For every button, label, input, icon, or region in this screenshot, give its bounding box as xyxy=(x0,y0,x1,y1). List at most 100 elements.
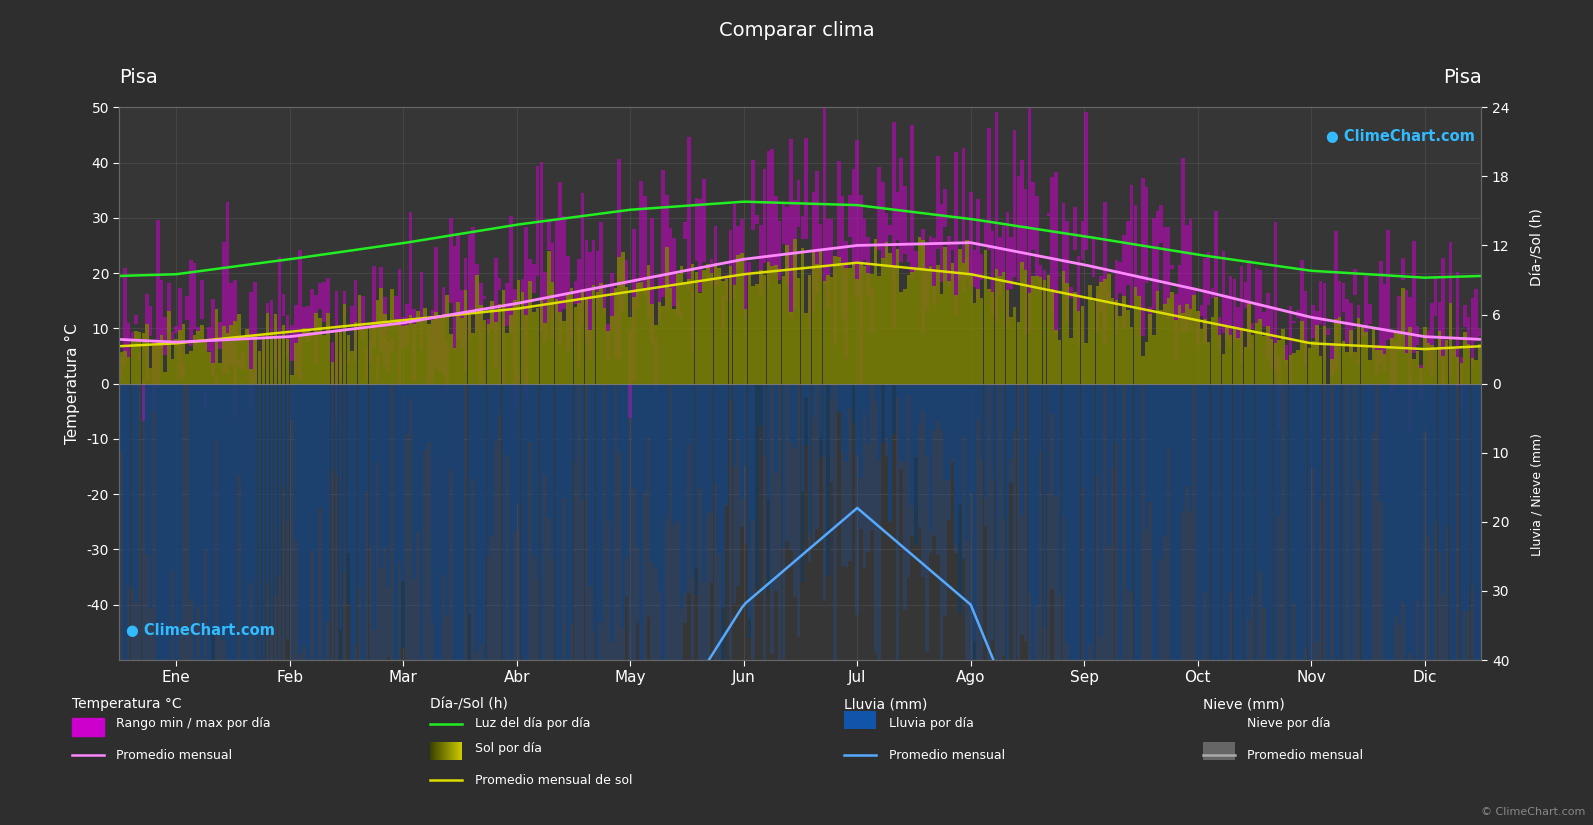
Bar xyxy=(1239,384,1244,825)
Bar xyxy=(1453,384,1456,819)
Bar xyxy=(562,384,566,825)
Bar xyxy=(1050,177,1055,312)
Bar xyxy=(384,314,387,384)
Bar xyxy=(1397,332,1400,384)
Bar xyxy=(456,384,460,825)
Bar xyxy=(921,384,926,411)
Bar xyxy=(661,306,664,384)
Bar xyxy=(424,384,427,709)
Bar xyxy=(529,384,532,441)
Bar xyxy=(655,384,658,782)
Bar xyxy=(962,384,965,435)
Bar xyxy=(969,192,972,285)
Bar xyxy=(607,384,610,521)
Bar xyxy=(632,384,636,488)
Bar xyxy=(855,384,859,615)
Bar xyxy=(1013,307,1016,384)
Bar xyxy=(1074,206,1077,251)
Bar xyxy=(159,335,164,384)
Bar xyxy=(771,266,774,384)
Bar xyxy=(483,319,486,384)
Bar xyxy=(855,139,859,298)
Bar xyxy=(892,122,895,329)
Bar xyxy=(636,279,639,307)
Bar xyxy=(566,384,570,804)
Bar xyxy=(639,384,644,781)
Bar xyxy=(695,198,698,262)
Bar xyxy=(373,384,376,630)
Bar xyxy=(747,262,752,277)
Bar xyxy=(221,384,226,641)
Bar xyxy=(1149,307,1152,328)
Bar xyxy=(1437,384,1442,551)
Bar xyxy=(357,318,362,322)
Bar xyxy=(1445,384,1448,526)
Bar xyxy=(529,259,532,287)
Bar xyxy=(1016,384,1020,794)
Bar xyxy=(1434,278,1437,316)
Bar xyxy=(384,384,387,547)
Bar xyxy=(438,318,441,372)
Bar xyxy=(1442,258,1445,389)
Bar xyxy=(1155,290,1160,384)
Bar xyxy=(675,274,680,384)
Text: © ClimeChart.com: © ClimeChart.com xyxy=(1480,807,1585,817)
Bar xyxy=(1058,384,1061,595)
Bar xyxy=(1338,384,1341,825)
Bar xyxy=(1431,303,1434,377)
Bar xyxy=(687,384,691,444)
Bar xyxy=(914,251,918,271)
Bar xyxy=(1196,384,1200,825)
Bar xyxy=(1448,243,1453,375)
Bar xyxy=(661,384,664,731)
Bar xyxy=(543,384,546,475)
Bar xyxy=(1364,384,1368,695)
Bar xyxy=(811,384,816,417)
Bar xyxy=(827,384,830,577)
Bar xyxy=(1225,384,1228,825)
Bar xyxy=(1005,384,1008,678)
Bar xyxy=(999,384,1002,687)
Bar xyxy=(1225,328,1228,384)
Bar xyxy=(475,384,479,653)
Bar xyxy=(1459,384,1462,825)
Bar xyxy=(456,302,460,384)
Bar xyxy=(1456,357,1459,384)
Bar xyxy=(529,281,532,384)
Bar xyxy=(387,384,390,587)
Bar xyxy=(1149,384,1152,825)
Bar xyxy=(398,384,401,825)
Bar xyxy=(303,384,306,786)
Bar xyxy=(607,323,610,360)
Bar xyxy=(1289,384,1292,825)
Bar xyxy=(1394,384,1397,825)
Bar xyxy=(602,285,607,314)
Bar xyxy=(532,384,535,825)
Bar xyxy=(551,282,554,384)
Bar xyxy=(1200,384,1203,674)
Bar xyxy=(980,298,983,384)
Bar xyxy=(1024,384,1027,641)
Bar xyxy=(954,295,957,384)
Bar xyxy=(413,384,416,578)
Bar xyxy=(766,384,769,591)
Bar xyxy=(164,317,167,356)
Bar xyxy=(859,384,863,478)
Bar xyxy=(449,384,452,805)
Bar xyxy=(683,384,687,593)
Bar xyxy=(516,384,521,504)
Bar xyxy=(347,335,350,384)
Bar xyxy=(529,384,532,825)
Bar xyxy=(540,162,543,332)
Bar xyxy=(1273,222,1278,370)
Bar xyxy=(789,384,793,442)
Bar xyxy=(1341,341,1344,384)
Bar xyxy=(610,273,613,326)
Bar xyxy=(170,384,174,732)
Bar xyxy=(599,384,602,735)
Bar xyxy=(1360,332,1364,337)
Bar xyxy=(175,384,178,825)
Bar xyxy=(895,384,900,397)
Bar xyxy=(1149,384,1152,502)
Bar xyxy=(1434,350,1437,384)
